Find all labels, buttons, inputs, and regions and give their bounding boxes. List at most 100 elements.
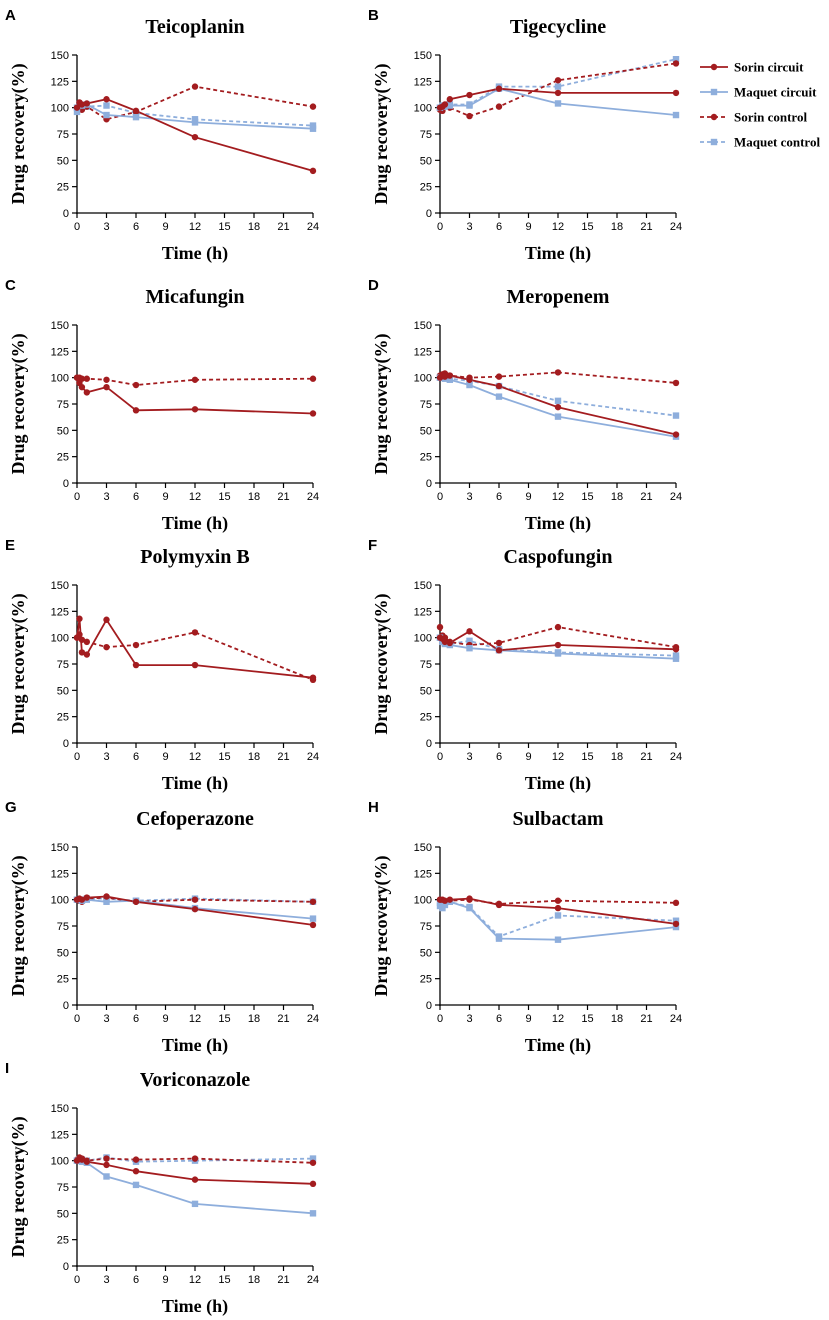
y-tick-label: 75	[57, 921, 69, 933]
chart-title: Meropenem	[507, 286, 610, 308]
chart-title: Polymyxin B	[140, 546, 249, 568]
y-tick-label: 0	[426, 738, 432, 750]
chart-title: Sulbactam	[512, 808, 603, 830]
x-tick-label: 24	[307, 751, 319, 763]
data-point-sorin-circuit	[83, 389, 91, 396]
x-tick-label: 24	[670, 491, 682, 503]
data-point-maquet-circuit	[672, 111, 680, 119]
data-point-sorin-control	[78, 636, 86, 643]
data-point-maquet-circuit	[554, 100, 562, 107]
x-tick-label: 15	[581, 1013, 593, 1025]
data-point-maquet-control	[309, 1155, 317, 1162]
x-tick-label: 0	[74, 1274, 80, 1286]
data-point-sorin-circuit	[78, 383, 86, 391]
y-tick-label: 25	[57, 712, 69, 724]
data-point-maquet-circuit	[309, 1210, 317, 1217]
y-axis-title: Drug recovery(%)	[8, 1116, 29, 1257]
y-axis-title: Drug recovery(%)	[371, 333, 392, 474]
x-axis-title: Time (h)	[162, 1035, 228, 1056]
data-point-sorin-control	[83, 638, 91, 646]
data-point-sorin-circuit	[495, 85, 503, 92]
x-tick-label: 3	[103, 1013, 109, 1025]
x-tick-label: 0	[437, 751, 443, 763]
x-tick-label: 21	[277, 1274, 289, 1286]
x-tick-label: 3	[103, 751, 109, 763]
y-tick-label: 100	[51, 633, 69, 645]
chart-panel-I: I Voriconazole 0 25 50 75 100 125 150 0 3 6 9 12 15 18 2…	[5, 1060, 319, 1317]
x-tick-label: 9	[525, 491, 531, 503]
x-tick-label: 24	[307, 1013, 319, 1025]
data-point-maquet-circuit	[191, 1200, 199, 1208]
data-point-maquet-circuit	[103, 111, 110, 119]
x-tick-label: 9	[162, 1013, 168, 1025]
data-point-sorin-control	[103, 376, 110, 383]
x-tick-label: 0	[437, 1013, 443, 1025]
data-point-sorin-circuit	[83, 100, 91, 107]
data-point-maquet-circuit	[466, 381, 473, 389]
legend-marker	[710, 63, 718, 71]
data-point-sorin-control	[672, 60, 680, 67]
x-tick-label: 12	[552, 491, 564, 503]
data-point-maquet-circuit	[466, 904, 473, 912]
y-tick-label: 25	[420, 712, 432, 724]
data-point-sorin-control	[554, 897, 562, 904]
x-tick-label: 12	[189, 491, 201, 503]
data-point-sorin-circuit	[672, 431, 680, 438]
chart-title: Tigecycline	[510, 16, 606, 38]
x-axis-title: Time (h)	[162, 243, 228, 264]
chart-title: Teicoplanin	[145, 16, 244, 38]
y-tick-label: 75	[57, 399, 69, 411]
data-point-sorin-control	[103, 1155, 110, 1162]
y-tick-label: 0	[63, 738, 69, 750]
y-tick-label: 0	[426, 208, 432, 220]
data-point-sorin-circuit	[441, 897, 449, 904]
x-axis-title: Time (h)	[525, 1035, 591, 1056]
y-tick-label: 75	[57, 1182, 69, 1194]
data-point-sorin-circuit	[103, 96, 110, 103]
data-point-sorin-circuit	[73, 104, 81, 111]
y-tick-label: 75	[420, 399, 432, 411]
data-point-sorin-control	[103, 643, 110, 651]
y-tick-label: 100	[414, 895, 432, 907]
y-tick-label: 125	[414, 76, 432, 88]
data-point-sorin-circuit	[191, 133, 199, 141]
data-point-sorin-circuit	[103, 616, 110, 623]
x-tick-label: 21	[640, 221, 652, 233]
data-point-sorin-circuit	[78, 1156, 86, 1163]
data-point-sorin-control	[495, 373, 503, 380]
x-tick-label: 0	[437, 221, 443, 233]
x-tick-label: 18	[611, 1013, 623, 1025]
data-point-maquet-circuit	[554, 413, 562, 420]
data-point-sorin-control	[83, 375, 91, 382]
data-point-sorin-circuit	[78, 649, 86, 656]
data-point-sorin-control	[554, 369, 562, 376]
y-tick-label: 50	[57, 155, 69, 167]
y-tick-label: 25	[420, 452, 432, 464]
y-tick-label: 50	[420, 155, 432, 167]
legend-label: Maquet circuit	[734, 85, 817, 100]
data-point-sorin-circuit	[191, 1176, 199, 1183]
data-point-maquet-control	[466, 637, 473, 645]
y-axis-title: Drug recovery(%)	[8, 855, 29, 996]
x-tick-label: 15	[218, 1013, 230, 1025]
x-tick-label: 9	[162, 491, 168, 503]
x-tick-label: 3	[466, 491, 472, 503]
x-tick-label: 21	[640, 1013, 652, 1025]
panel-label: E	[5, 537, 15, 554]
data-point-maquet-control	[672, 56, 680, 63]
x-tick-label: 6	[133, 491, 139, 503]
data-point-sorin-circuit	[132, 107, 140, 115]
data-point-sorin-control	[132, 641, 140, 649]
x-tick-label: 3	[103, 1274, 109, 1286]
y-axis-title: Drug recovery(%)	[8, 63, 29, 204]
y-tick-label: 50	[57, 685, 69, 697]
y-tick-label: 0	[63, 478, 69, 490]
x-tick-label: 9	[525, 221, 531, 233]
x-tick-label: 21	[277, 491, 289, 503]
data-point-maquet-circuit	[191, 119, 199, 126]
x-tick-label: 9	[525, 1013, 531, 1025]
x-tick-label: 0	[74, 221, 80, 233]
series-line-maquet-control	[439, 637, 677, 657]
x-tick-label: 9	[162, 1274, 168, 1286]
